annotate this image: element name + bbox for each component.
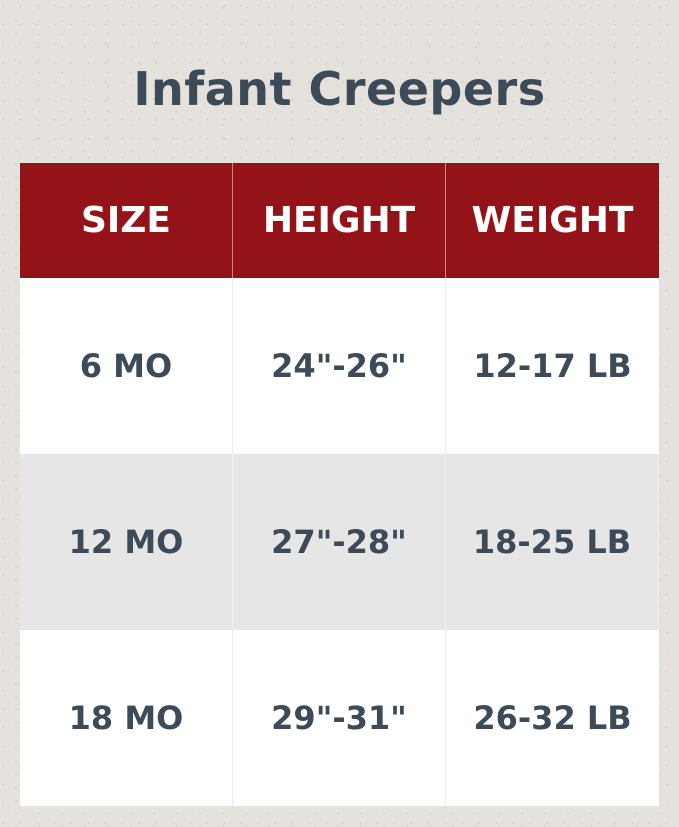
weight-cell: 26-32 LB	[446, 630, 659, 806]
table-row: 6 MO 24"-26" 12-17 LB	[20, 278, 659, 454]
height-cell: 29"-31"	[233, 630, 446, 806]
height-cell: 27"-28"	[233, 454, 446, 630]
weight-cell: 12-17 LB	[446, 278, 659, 454]
size-cell: 12 MO	[20, 454, 233, 630]
height-cell: 24"-26"	[233, 278, 446, 454]
header-row: SIZE HEIGHT WEIGHT	[20, 163, 659, 278]
header-weight: WEIGHT	[446, 163, 659, 278]
size-cell: 18 MO	[20, 630, 233, 806]
header-size: SIZE	[20, 163, 233, 278]
table-row: 18 MO 29"-31" 26-32 LB	[20, 630, 659, 806]
table-row: 12 MO 27"-28" 18-25 LB	[20, 454, 659, 630]
size-chart-table: SIZE HEIGHT WEIGHT 6 MO 24"-26" 12-17 LB…	[20, 163, 659, 806]
header-height: HEIGHT	[233, 163, 446, 278]
size-cell: 6 MO	[20, 278, 233, 454]
chart-title: Infant Creepers	[133, 62, 546, 116]
weight-cell: 18-25 LB	[446, 454, 659, 630]
